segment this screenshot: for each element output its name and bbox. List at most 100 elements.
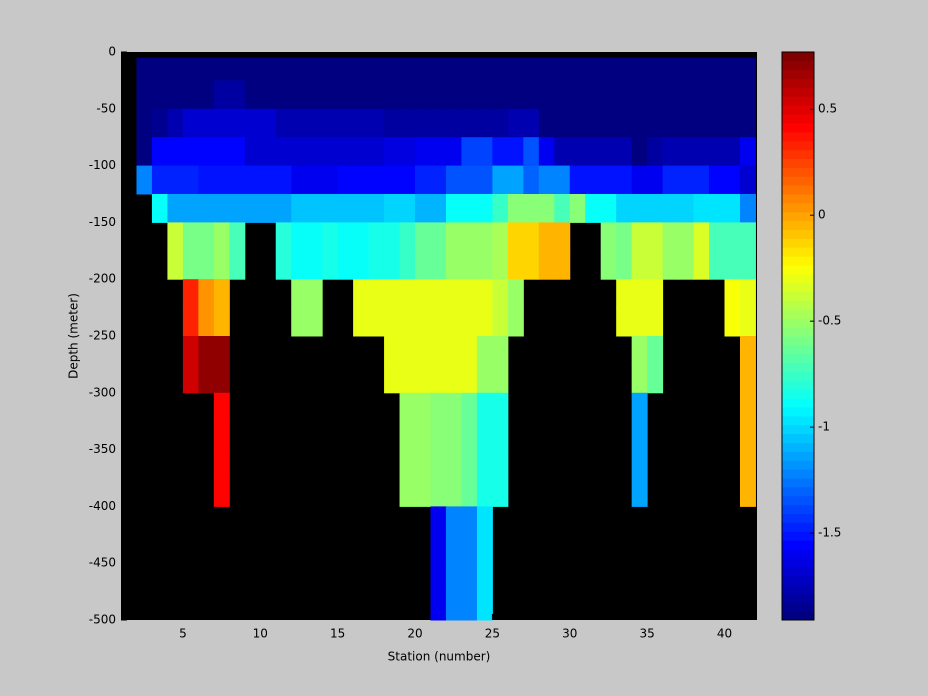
cell — [616, 222, 633, 252]
cell — [182, 279, 199, 309]
x-tick-label: 40 — [717, 627, 732, 641]
colorbar-step — [782, 87, 814, 97]
cell — [353, 307, 370, 337]
cell — [399, 194, 416, 223]
cell — [476, 250, 493, 280]
cell — [306, 108, 323, 138]
cell — [306, 194, 323, 223]
cell — [182, 364, 199, 394]
y-tick-label: -150 — [89, 215, 116, 229]
y-tick-label: -100 — [89, 158, 116, 172]
cell — [430, 279, 447, 309]
colorbar-step — [782, 611, 814, 621]
cell — [384, 57, 401, 81]
cell — [430, 534, 447, 564]
cell — [198, 165, 215, 195]
cell — [507, 108, 524, 138]
cell — [384, 279, 401, 309]
x-tick-label: 30 — [562, 627, 577, 641]
y-tick-label: -250 — [89, 329, 116, 343]
colorbar-tick-label: -1 — [818, 420, 830, 434]
colorbar-step — [782, 389, 814, 399]
cell — [569, 165, 586, 195]
cell — [569, 137, 586, 167]
cell — [337, 194, 354, 223]
cell — [415, 421, 431, 451]
cell — [709, 250, 726, 280]
cell — [430, 57, 447, 81]
cell — [244, 80, 261, 110]
colorbar-step — [782, 353, 814, 364]
cell — [322, 250, 339, 280]
cell — [229, 165, 246, 195]
cell — [167, 80, 184, 110]
cell — [631, 449, 648, 479]
colorbar-step — [782, 557, 814, 568]
cell — [430, 364, 447, 394]
cell — [430, 194, 447, 223]
cell — [275, 250, 292, 280]
cell — [739, 307, 756, 337]
cell — [430, 222, 447, 252]
colorbar-step — [782, 60, 814, 71]
cell — [430, 165, 447, 195]
cell — [631, 336, 648, 365]
cell — [353, 250, 370, 280]
cell — [554, 57, 571, 81]
cell — [322, 57, 339, 81]
cell — [384, 250, 401, 280]
cell — [693, 222, 710, 252]
cell — [384, 194, 401, 223]
cell — [136, 108, 153, 138]
cell — [585, 57, 602, 81]
colorbar-step — [782, 380, 814, 390]
cell — [430, 591, 447, 621]
cell — [724, 108, 741, 138]
y-tick-label: -50 — [96, 101, 116, 115]
cell — [476, 506, 493, 536]
cell — [415, 279, 431, 309]
cell — [631, 307, 648, 337]
cell — [724, 137, 741, 167]
cell — [492, 421, 509, 451]
colorbar-step — [782, 469, 814, 479]
cell — [631, 478, 648, 507]
colorbar-step — [782, 78, 814, 88]
cell — [631, 57, 648, 81]
cell — [353, 194, 370, 223]
cell — [384, 137, 401, 167]
colorbar-step — [782, 309, 814, 319]
cell — [739, 449, 756, 479]
cell — [476, 364, 493, 394]
cell — [631, 80, 648, 110]
cell — [724, 165, 741, 195]
colorbar-step — [782, 318, 814, 328]
cell — [647, 108, 664, 138]
cell — [384, 80, 401, 110]
cell — [507, 194, 524, 223]
cell — [198, 80, 215, 110]
cell — [739, 336, 756, 365]
colorbar-step — [782, 167, 814, 177]
cell — [523, 80, 540, 110]
cell — [167, 194, 184, 223]
cell — [229, 108, 246, 138]
cell — [213, 279, 230, 309]
cell — [182, 222, 199, 252]
cell — [523, 250, 540, 280]
cell — [492, 364, 509, 394]
colorbar-step — [782, 522, 814, 532]
y-tick-label: -350 — [89, 442, 116, 456]
colorbar-step — [782, 575, 814, 585]
cell — [322, 80, 339, 110]
cell — [445, 194, 462, 223]
cell — [445, 108, 462, 138]
cell — [507, 80, 524, 110]
cell — [415, 250, 431, 280]
cell — [523, 194, 540, 223]
cell — [507, 137, 524, 167]
cell — [368, 165, 385, 195]
cell — [384, 165, 401, 195]
cell — [430, 307, 447, 337]
